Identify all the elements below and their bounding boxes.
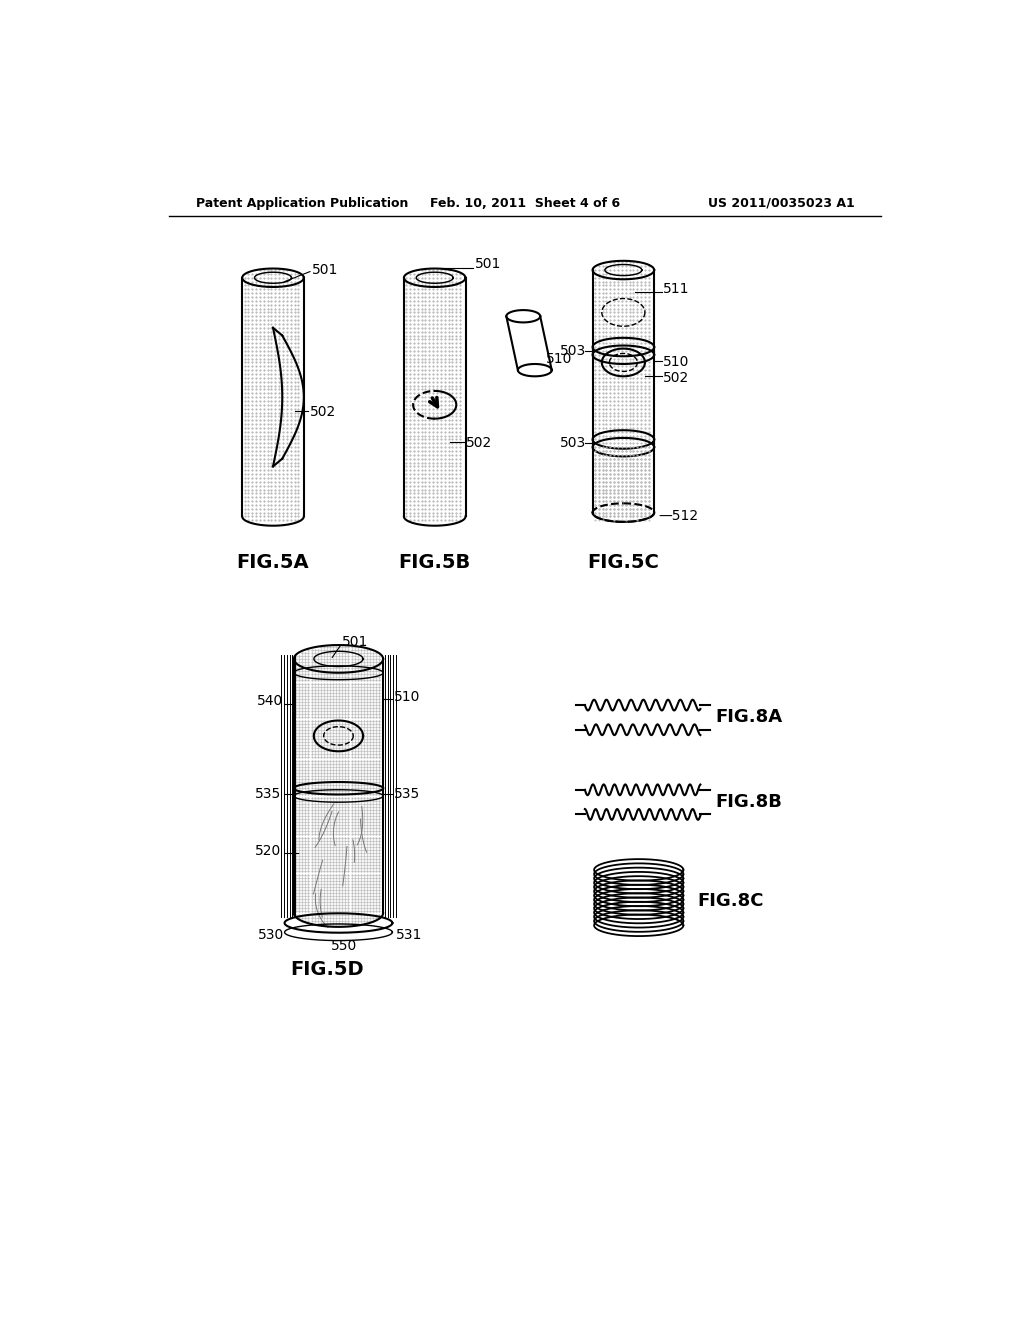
- Text: FIG.5B: FIG.5B: [398, 553, 471, 572]
- Text: FIG.8C: FIG.8C: [697, 892, 764, 911]
- Text: 530: 530: [258, 928, 284, 941]
- Text: 535: 535: [255, 788, 282, 801]
- Text: 531: 531: [396, 928, 423, 941]
- Text: FIG.5C: FIG.5C: [588, 553, 659, 572]
- Text: 511: 511: [664, 282, 690, 296]
- Text: 510: 510: [547, 351, 572, 366]
- Text: 502: 502: [664, 371, 689, 385]
- Text: FIG.5A: FIG.5A: [237, 553, 309, 572]
- Text: US 2011/0035023 A1: US 2011/0035023 A1: [708, 197, 854, 210]
- Text: 501: 501: [475, 257, 501, 271]
- Text: 501: 501: [342, 635, 369, 649]
- Text: 510: 510: [394, 690, 420, 705]
- Text: 535: 535: [394, 788, 420, 801]
- Text: FIG.8B: FIG.8B: [716, 793, 782, 810]
- Text: 510: 510: [664, 355, 690, 370]
- Text: FIG.5D: FIG.5D: [290, 960, 364, 978]
- Text: 502: 502: [310, 405, 336, 420]
- Text: 501: 501: [311, 263, 338, 277]
- Text: 540: 540: [257, 694, 283, 709]
- Text: 503: 503: [560, 437, 587, 450]
- Text: FIG.8A: FIG.8A: [716, 709, 783, 726]
- Text: Patent Application Publication: Patent Application Publication: [196, 197, 409, 210]
- Text: Feb. 10, 2011  Sheet 4 of 6: Feb. 10, 2011 Sheet 4 of 6: [430, 197, 620, 210]
- Text: 503: 503: [560, 345, 587, 358]
- Text: 550: 550: [331, 939, 357, 953]
- Text: —512: —512: [658, 510, 698, 524]
- Text: 502: 502: [466, 437, 492, 450]
- Text: 520: 520: [255, 845, 282, 858]
